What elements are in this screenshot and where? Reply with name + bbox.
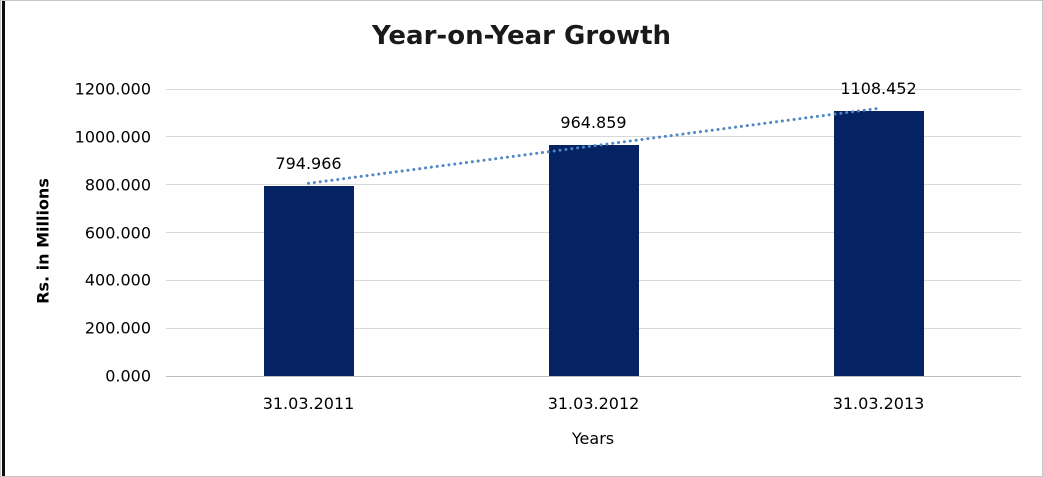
y-tick-label: 1200.000 <box>74 79 151 99</box>
bar-data-label: 1108.452 <box>840 78 917 98</box>
y-tick-label: 400.000 <box>84 270 151 290</box>
y-tick-label: 1000.000 <box>74 127 151 147</box>
frame-left-edge-line <box>2 1 5 476</box>
bar-data-label: 964.859 <box>560 113 627 133</box>
trendline <box>307 106 880 185</box>
x-tick-label: 31.03.2013 <box>832 394 925 413</box>
gridline <box>166 88 1021 90</box>
bar <box>263 185 354 376</box>
y-tick-label: 0.000 <box>105 366 151 386</box>
y-tick-label: 800.000 <box>84 175 151 195</box>
y-tick-label: 200.000 <box>84 318 151 338</box>
bar <box>833 110 924 376</box>
bar-data-label: 794.966 <box>275 153 342 173</box>
chart-title: Year-on-Year Growth <box>371 21 672 51</box>
gridline <box>166 375 1021 377</box>
plot-area: 794.966 964.859 1108.452 <box>166 79 1021 377</box>
y-tick-label: 600.000 <box>84 223 151 242</box>
gridline <box>166 136 1021 138</box>
y-axis-tick-labels: 0.000 200.000 400.000 600.000 800.000 1000.00… <box>1 80 151 386</box>
x-tick-label: 31.03.2012 <box>547 394 640 413</box>
bar <box>548 145 639 376</box>
x-tick-label: 31.03.2011 <box>262 394 355 413</box>
x-axis-title: Years <box>571 429 615 448</box>
